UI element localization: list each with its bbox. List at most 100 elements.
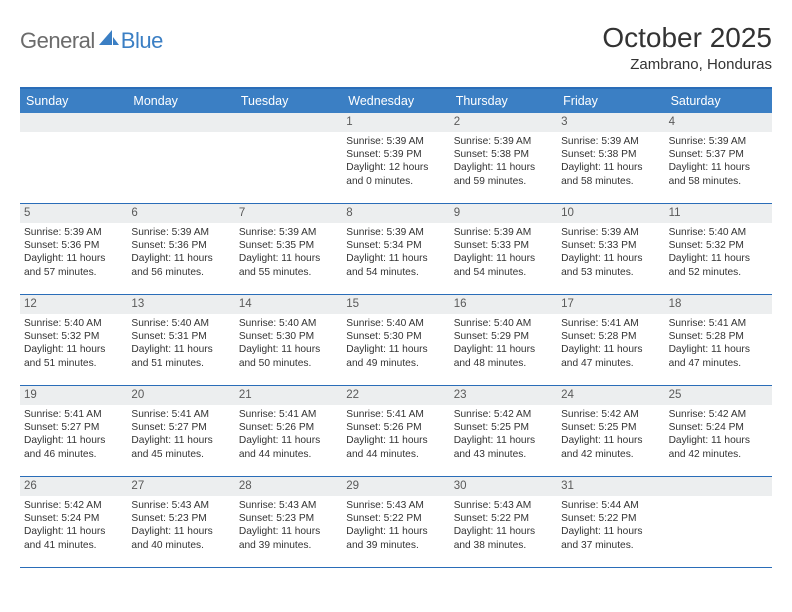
day-cell: 26Sunrise: 5:42 AMSunset: 5:24 PMDayligh…	[20, 477, 127, 567]
day-number: 13	[127, 295, 234, 314]
sunset-text: Sunset: 5:35 PM	[239, 239, 338, 252]
day-number: 7	[235, 204, 342, 223]
day-cell: 17 Sunrise: 5:41 AMSunset: 5:28 PMDayligh…	[557, 295, 664, 385]
logo-text-general: General	[20, 28, 95, 54]
day-cell	[127, 113, 234, 203]
daylight-text: Daylight: 11 hours and 39 minutes.	[239, 525, 338, 552]
logo-sail-icon	[99, 28, 119, 51]
sunset-text: Sunset: 5:33 PM	[561, 239, 660, 252]
daylight-text: Daylight: 11 hours and 47 minutes.	[669, 343, 768, 370]
daylight-text: Daylight: 11 hours and 41 minutes.	[24, 525, 123, 552]
sunset-text: Sunset: 5:37 PM	[669, 148, 768, 161]
weeks-container: 1Sunrise: 5:39 AMSunset: 5:39 PMDaylight…	[20, 113, 772, 568]
daylight-text: Daylight: 11 hours and 39 minutes.	[346, 525, 445, 552]
day-header-cell: Thursday	[450, 89, 557, 113]
sunset-text: Sunset: 5:25 PM	[454, 421, 553, 434]
daylight-text: Daylight: 11 hours and 58 minutes.	[669, 161, 768, 188]
day-number: 17	[557, 295, 664, 314]
daylight-text: Daylight: 11 hours and 57 minutes.	[24, 252, 123, 279]
day-cell: 15Sunrise: 5:40 AMSunset: 5:30 PMDayligh…	[342, 295, 449, 385]
day-number: 27	[127, 477, 234, 496]
day-cell: 29Sunrise: 5:43 AMSunset: 5:22 PMDayligh…	[342, 477, 449, 567]
day-cell: 5Sunrise: 5:39 AMSunset: 5:36 PMDaylight…	[20, 204, 127, 294]
sunrise-text: Sunrise: 5:44 AM	[561, 499, 660, 512]
sunrise-text: Sunrise: 5:41 AM	[24, 408, 123, 421]
sunrise-text: Sunrise: 5:41 AM	[346, 408, 445, 421]
sunset-text: Sunset: 5:23 PM	[131, 512, 230, 525]
week-row: 26Sunrise: 5:42 AMSunset: 5:24 PMDayligh…	[20, 477, 772, 568]
sunset-text: Sunset: 5:38 PM	[454, 148, 553, 161]
sunrise-text: Sunrise: 5:39 AM	[454, 226, 553, 239]
day-number: 22	[342, 386, 449, 405]
daylight-text: Daylight: 11 hours and 58 minutes.	[561, 161, 660, 188]
day-number: 8	[342, 204, 449, 223]
sunset-text: Sunset: 5:24 PM	[24, 512, 123, 525]
day-cell: 30Sunrise: 5:43 AMSunset: 5:22 PMDayligh…	[450, 477, 557, 567]
day-cell: 4Sunrise: 5:39 AMSunset: 5:37 PMDaylight…	[665, 113, 772, 203]
day-header-row: SundayMondayTuesdayWednesdayThursdayFrid…	[20, 89, 772, 113]
sunset-text: Sunset: 5:27 PM	[131, 421, 230, 434]
sunrise-text: Sunrise: 5:41 AM	[561, 317, 660, 330]
sunset-text: Sunset: 5:36 PM	[131, 239, 230, 252]
sunset-text: Sunset: 5:36 PM	[24, 239, 123, 252]
daylight-text: Daylight: 11 hours and 51 minutes.	[131, 343, 230, 370]
day-number: 18	[665, 295, 772, 314]
sunset-text: Sunset: 5:25 PM	[561, 421, 660, 434]
sunset-text: Sunset: 5:29 PM	[454, 330, 553, 343]
day-number: 4	[665, 113, 772, 132]
sunrise-text: Sunrise: 5:40 AM	[239, 317, 338, 330]
day-number: 26	[20, 477, 127, 496]
sunrise-text: Sunrise: 5:40 AM	[454, 317, 553, 330]
sunrise-text: Sunrise: 5:43 AM	[454, 499, 553, 512]
day-cell: 8Sunrise: 5:39 AMSunset: 5:34 PMDaylight…	[342, 204, 449, 294]
day-number: 19	[20, 386, 127, 405]
day-cell: 27Sunrise: 5:43 AMSunset: 5:23 PMDayligh…	[127, 477, 234, 567]
week-row: 19Sunrise: 5:41 AMSunset: 5:27 PMDayligh…	[20, 386, 772, 477]
sunrise-text: Sunrise: 5:42 AM	[669, 408, 768, 421]
day-header-cell: Friday	[557, 89, 664, 113]
daylight-text: Daylight: 11 hours and 45 minutes.	[131, 434, 230, 461]
day-cell: 7Sunrise: 5:39 AMSunset: 5:35 PMDaylight…	[235, 204, 342, 294]
day-header-cell: Wednesday	[342, 89, 449, 113]
daylight-text: Daylight: 11 hours and 38 minutes.	[454, 525, 553, 552]
sunset-text: Sunset: 5:26 PM	[239, 421, 338, 434]
sunset-text: Sunset: 5:23 PM	[239, 512, 338, 525]
daylight-text: Daylight: 11 hours and 43 minutes.	[454, 434, 553, 461]
sunrise-text: Sunrise: 5:43 AM	[346, 499, 445, 512]
title-block: October 2025 Zambrano, Honduras	[602, 22, 772, 73]
day-cell	[235, 113, 342, 203]
daylight-text: Daylight: 11 hours and 59 minutes.	[454, 161, 553, 188]
sunset-text: Sunset: 5:28 PM	[561, 330, 660, 343]
day-cell: 20Sunrise: 5:41 AMSunset: 5:27 PMDayligh…	[127, 386, 234, 476]
day-number: 21	[235, 386, 342, 405]
location-text: Zambrano, Honduras	[602, 56, 772, 73]
sunset-text: Sunset: 5:38 PM	[561, 148, 660, 161]
day-cell	[20, 113, 127, 203]
sunrise-text: Sunrise: 5:43 AM	[131, 499, 230, 512]
sunrise-text: Sunrise: 5:41 AM	[239, 408, 338, 421]
week-row: 1Sunrise: 5:39 AMSunset: 5:39 PMDaylight…	[20, 113, 772, 204]
daylight-text: Daylight: 11 hours and 51 minutes.	[24, 343, 123, 370]
day-number: 9	[450, 204, 557, 223]
daylight-text: Daylight: 11 hours and 46 minutes.	[24, 434, 123, 461]
day-number: 2	[450, 113, 557, 132]
day-cell: 11Sunrise: 5:40 AMSunset: 5:32 PMDayligh…	[665, 204, 772, 294]
day-number: 20	[127, 386, 234, 405]
sunrise-text: Sunrise: 5:39 AM	[131, 226, 230, 239]
day-cell: 12Sunrise: 5:40 AMSunset: 5:32 PMDayligh…	[20, 295, 127, 385]
sunset-text: Sunset: 5:30 PM	[239, 330, 338, 343]
day-cell: 22Sunrise: 5:41 AMSunset: 5:26 PMDayligh…	[342, 386, 449, 476]
sunset-text: Sunset: 5:26 PM	[346, 421, 445, 434]
day-number	[20, 113, 127, 132]
sunset-text: Sunset: 5:33 PM	[454, 239, 553, 252]
day-cell: 1Sunrise: 5:39 AMSunset: 5:39 PMDaylight…	[342, 113, 449, 203]
sunset-text: Sunset: 5:24 PM	[669, 421, 768, 434]
sunrise-text: Sunrise: 5:39 AM	[561, 226, 660, 239]
day-cell: 21Sunrise: 5:41 AMSunset: 5:26 PMDayligh…	[235, 386, 342, 476]
daylight-text: Daylight: 11 hours and 48 minutes.	[454, 343, 553, 370]
sunset-text: Sunset: 5:22 PM	[454, 512, 553, 525]
sunset-text: Sunset: 5:22 PM	[346, 512, 445, 525]
daylight-text: Daylight: 11 hours and 47 minutes.	[561, 343, 660, 370]
daylight-text: Daylight: 11 hours and 56 minutes.	[131, 252, 230, 279]
day-cell: 3Sunrise: 5:39 AMSunset: 5:38 PMDaylight…	[557, 113, 664, 203]
